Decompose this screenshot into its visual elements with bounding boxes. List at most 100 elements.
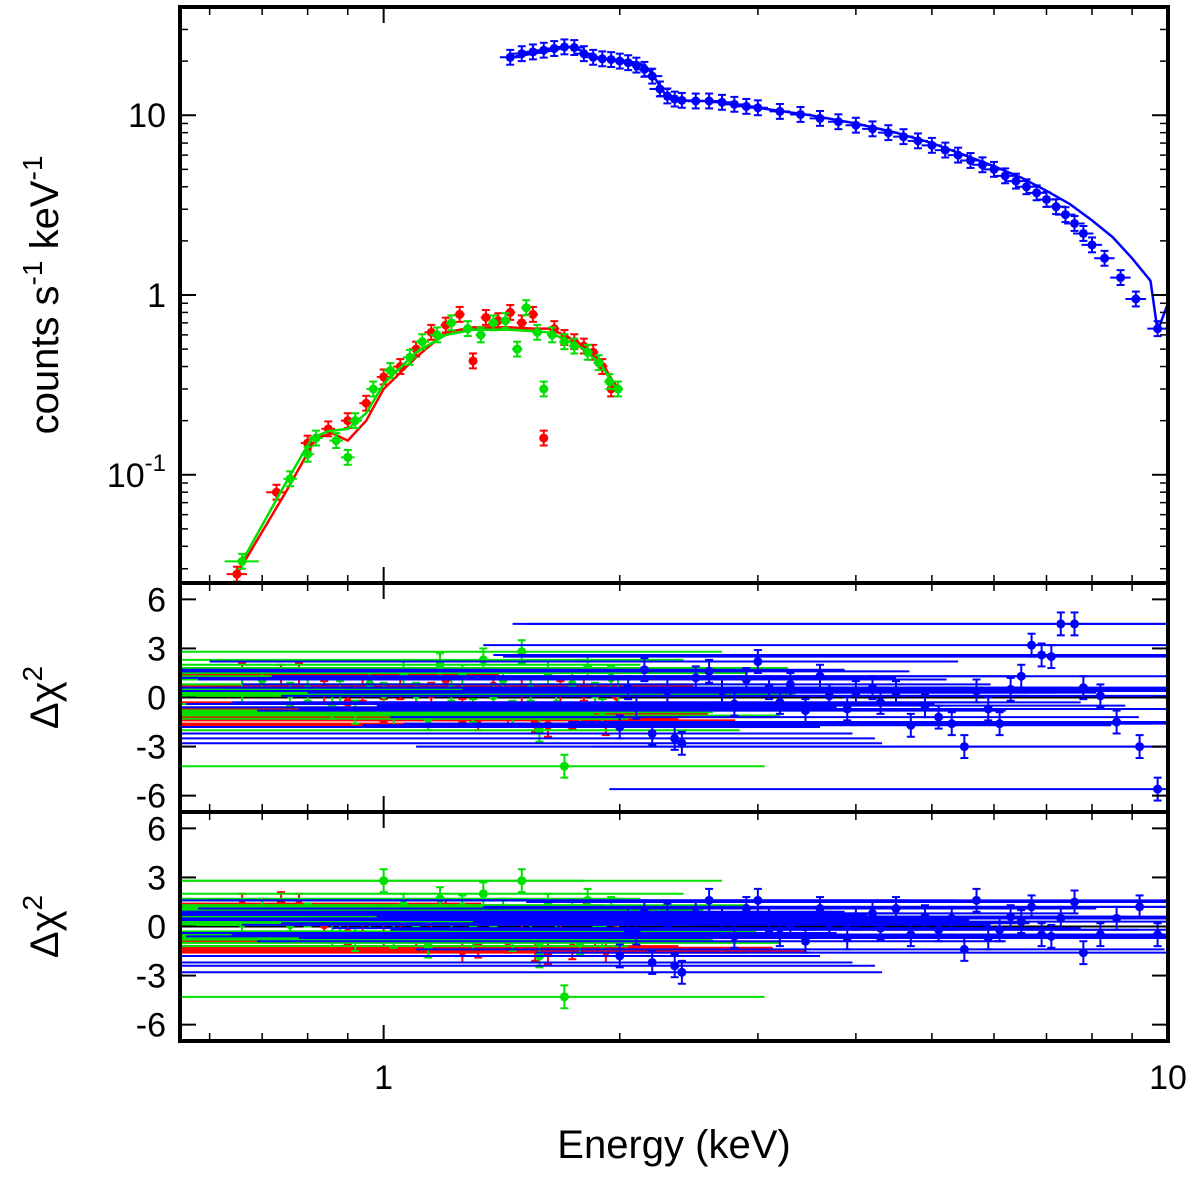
data-point [711, 93, 733, 111]
point-marker [1051, 202, 1061, 212]
point-marker [677, 738, 687, 748]
data-point [569, 337, 580, 355]
point-marker [1153, 324, 1163, 334]
point-marker [350, 416, 360, 426]
point-marker [583, 347, 593, 357]
data-point [224, 552, 259, 570]
point-marker [505, 307, 515, 317]
point-marker [534, 725, 544, 735]
point-marker [741, 675, 751, 685]
data-point [526, 889, 1168, 915]
model-line [241, 328, 621, 562]
data-point [383, 362, 398, 379]
data-point [521, 299, 532, 317]
point-marker [1153, 784, 1163, 794]
y-axis-label: counts s-1 keV-1 [17, 156, 67, 435]
point-marker [405, 352, 415, 362]
data-point [440, 696, 1168, 722]
point-marker [1070, 619, 1080, 629]
data-point [340, 448, 355, 466]
point-marker [1100, 253, 1110, 263]
point-marker [989, 164, 999, 174]
data-point [1005, 172, 1027, 190]
data-point [573, 45, 594, 63]
data-point [440, 316, 451, 334]
point-marker [1116, 273, 1126, 283]
point-marker [569, 43, 579, 53]
point-marker [604, 377, 614, 387]
data-point [483, 632, 1168, 658]
data-point [612, 380, 624, 398]
data-point [609, 776, 1168, 802]
point-marker [1112, 717, 1122, 727]
y-tick-label: 3 [147, 630, 166, 668]
point-marker [927, 140, 937, 150]
data-point [907, 132, 929, 150]
data-point [402, 348, 417, 366]
y-tick-label: 10 [128, 97, 166, 135]
data-point [480, 309, 491, 326]
point-marker [1135, 902, 1145, 912]
point-marker [1016, 917, 1026, 927]
point-marker [559, 992, 569, 1002]
point-marker [532, 327, 542, 337]
y-tick-label: 0 [147, 909, 166, 947]
data-point [1072, 225, 1094, 242]
y-tick-label: 0 [147, 680, 166, 718]
point-marker [478, 655, 488, 665]
data-point [473, 909, 1168, 935]
point-marker [1027, 640, 1037, 650]
point-marker [528, 47, 538, 57]
data-point [994, 167, 1016, 185]
data-point [462, 904, 1168, 930]
point-marker [953, 150, 963, 160]
point-marker [505, 52, 515, 62]
data-point [532, 323, 543, 341]
data-point [512, 340, 523, 358]
point-marker [815, 113, 825, 123]
model-line [510, 45, 1168, 332]
x-tick-label: 10 [1149, 1059, 1187, 1097]
point-marker [361, 398, 371, 408]
point-marker [575, 938, 585, 948]
y-tick-label: 1 [147, 277, 166, 315]
point-marker [368, 384, 378, 394]
point-marker [379, 372, 389, 382]
data-point [1125, 290, 1146, 308]
point-marker [876, 697, 886, 707]
data-point [724, 95, 745, 113]
point-marker [753, 103, 763, 113]
y-axis-label: Δχ2 [17, 895, 67, 958]
point-marker [796, 109, 806, 119]
data-point [180, 725, 875, 751]
residuals-panel-2: -6 -3 0 3 6 1 10 Δχ2 Energy (keV) [17, 810, 1187, 1167]
data-point [685, 92, 706, 110]
point-marker [1078, 948, 1088, 958]
data-point [893, 128, 914, 146]
point-marker [1087, 240, 1097, 250]
point-marker [303, 449, 313, 459]
data-point [180, 959, 883, 985]
data-point [415, 333, 429, 351]
point-marker [647, 728, 657, 738]
data-point [828, 113, 849, 131]
point-marker [615, 951, 625, 961]
point-marker [977, 160, 987, 170]
data-point [366, 380, 381, 398]
point-marker [478, 889, 488, 899]
point-marker [559, 337, 569, 347]
point-marker [463, 324, 473, 334]
point-marker [579, 49, 589, 59]
data-point [641, 67, 663, 85]
y-axis-label: Δχ2 [17, 666, 67, 729]
point-marker [331, 436, 341, 446]
point-marker [867, 908, 877, 918]
point-marker [677, 95, 687, 105]
data-point [283, 470, 297, 488]
data-point [960, 152, 981, 169]
data-point [209, 649, 959, 674]
point-marker [1112, 913, 1122, 923]
point-marker [569, 341, 579, 351]
point-marker [639, 64, 649, 74]
point-marker [343, 452, 353, 462]
